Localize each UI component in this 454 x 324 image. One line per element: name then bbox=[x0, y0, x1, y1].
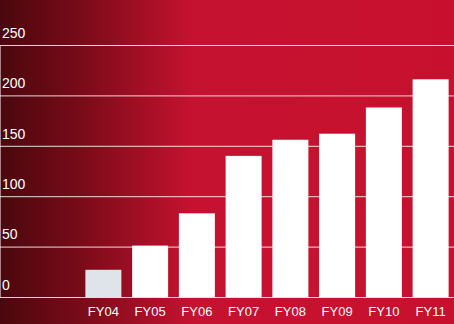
grid-line bbox=[0, 297, 454, 298]
y-tick-label: 100 bbox=[2, 176, 26, 192]
background bbox=[0, 0, 454, 324]
y-tick: 250 bbox=[0, 25, 454, 46]
x-tick-label: FY10 bbox=[368, 304, 399, 319]
y-axis-line bbox=[0, 46, 1, 298]
x-tick-label: FY07 bbox=[228, 304, 259, 319]
grid-line bbox=[0, 45, 454, 46]
bar bbox=[319, 134, 355, 297]
bars bbox=[85, 79, 448, 297]
y-tick-label: 200 bbox=[2, 75, 26, 91]
bar bbox=[132, 246, 168, 297]
x-tick-label: FY04 bbox=[88, 304, 119, 319]
x-tick-label: FY09 bbox=[322, 304, 353, 319]
grid-line bbox=[0, 95, 454, 96]
bar bbox=[366, 107, 402, 297]
x-tick-label: FY08 bbox=[275, 304, 306, 319]
x-axis: FY04 FY05 FY06 FY07 FY08 FY09 FY10 FY11 bbox=[81, 297, 454, 319]
bar bbox=[85, 270, 121, 297]
x-tick: FY06 bbox=[181, 297, 212, 319]
bar bbox=[179, 213, 215, 297]
x-tick: FY05 bbox=[135, 297, 166, 319]
x-axis-line bbox=[81, 297, 454, 298]
y-tick-label: 250 bbox=[2, 25, 26, 41]
y-tick-label: 150 bbox=[2, 126, 26, 142]
x-tick: FY08 bbox=[275, 297, 306, 319]
y-tick: 200 bbox=[0, 75, 454, 96]
x-tick: FY04 bbox=[88, 297, 119, 319]
x-tick: FY07 bbox=[228, 297, 259, 319]
x-tick: FY11 bbox=[416, 297, 446, 319]
x-tick-label: FY05 bbox=[135, 304, 166, 319]
bar bbox=[272, 140, 308, 297]
x-tick-label: FY11 bbox=[416, 304, 446, 319]
y-axis: 0 50 100 150 200 250 bbox=[0, 25, 454, 298]
x-tick: FY10 bbox=[368, 297, 399, 319]
x-tick: FY09 bbox=[322, 297, 353, 319]
y-tick-label: 0 bbox=[2, 277, 10, 293]
chart: 050100150200250FY04FY05FY06FY07FY08FY09F… bbox=[0, 0, 454, 324]
y-tick-label: 50 bbox=[2, 226, 18, 242]
bar bbox=[226, 156, 262, 297]
x-tick-label: FY06 bbox=[181, 304, 212, 319]
bar bbox=[413, 79, 449, 297]
